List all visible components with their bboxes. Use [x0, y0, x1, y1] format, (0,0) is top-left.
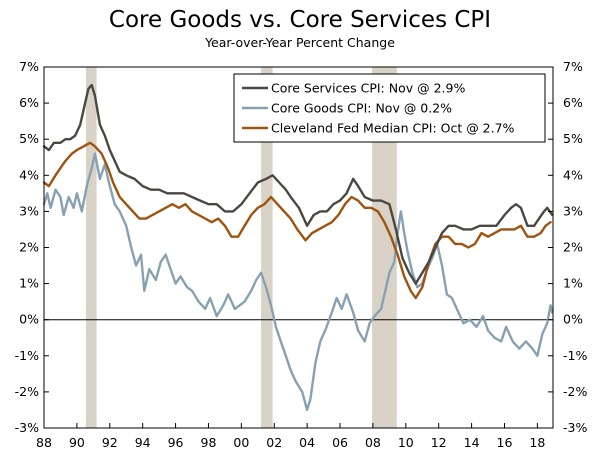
x-tick-label: 92 [102, 435, 118, 450]
series-layer [42, 83, 554, 412]
series-line-1 [42, 152, 554, 412]
x-tick-label: 04 [299, 435, 315, 450]
y-tick-label-right: 7% [563, 59, 583, 74]
chart-title: Core Goods vs. Core Services CPI [108, 7, 492, 33]
y-tick-label-right: 5% [563, 131, 583, 146]
y-tick-label-right: 4% [563, 167, 583, 182]
y-tick-label-right: 2% [563, 240, 583, 255]
y-axis-ticks: -3% -3% -2% -2% -1% -1% 0% 0% 1% 1% 2% 2% 3% 3% 4% 4% 5%… [15, 59, 588, 435]
x-tick-label: 06 [332, 435, 348, 450]
y-tick-label-right: -3% [563, 420, 587, 435]
recession-band-0 [85, 67, 97, 428]
x-tick-label: 10 [398, 435, 414, 450]
x-tick-label: 08 [365, 435, 381, 450]
y-tick-label-left: 2% [19, 240, 39, 255]
y-tick-label-left: 1% [19, 276, 39, 291]
y-tick-label-right: 3% [563, 203, 583, 218]
y-tick-label-right: 1% [563, 276, 583, 291]
y-tick-label-left: -2% [15, 384, 39, 399]
y-tick-label-left: 5% [19, 131, 39, 146]
legend-label-0: Core Services CPI: Nov @ 2.9% [271, 81, 465, 96]
x-tick-label: 88 [36, 435, 52, 450]
x-tick-label: 98 [201, 435, 217, 450]
x-tick-label: 12 [431, 435, 447, 450]
y-tick-label-right: 6% [563, 95, 583, 110]
legend-label-1: Core Goods CPI: Nov @ 0.2% [271, 101, 452, 116]
x-tick-label: 16 [497, 435, 513, 450]
y-tick-label-right: -2% [563, 384, 587, 399]
recession-band-1 [261, 67, 273, 428]
x-tick-label: 18 [529, 435, 545, 450]
y-tick-label-left: 6% [19, 95, 39, 110]
legend-box [233, 73, 546, 143]
x-tick-label: 02 [266, 435, 282, 450]
x-tick-label: 96 [168, 435, 184, 450]
legend-label-2: Cleveland Fed Median CPI: Oct @ 2.7% [271, 121, 515, 136]
x-axis-ticks: 88 90 92 94 96 98 00 02 04 06 08 10 12 14 16 18 [36, 423, 545, 450]
x-tick-label: 00 [233, 435, 249, 450]
y-tick-label-left: -3% [15, 420, 39, 435]
legend: Core Services CPI: Nov @ 2.9% Core Goods … [233, 73, 546, 143]
series-line-0 [42, 83, 554, 285]
x-tick-label: 94 [135, 435, 151, 450]
y-tick-label-left: -1% [15, 348, 39, 363]
y-tick-label-left: 3% [19, 203, 39, 218]
chart-subtitle: Year-over-Year Percent Change [205, 35, 395, 50]
y-tick-label-right: 0% [563, 312, 583, 327]
y-tick-label-right: -1% [563, 348, 587, 363]
y-tick-label-left: 7% [19, 59, 39, 74]
y-tick-label-left: 4% [19, 167, 39, 182]
y-tick-label-left: 0% [19, 312, 39, 327]
series-line-2 [42, 141, 552, 300]
x-tick-label: 14 [464, 435, 480, 450]
x-tick-label: 90 [69, 435, 85, 450]
